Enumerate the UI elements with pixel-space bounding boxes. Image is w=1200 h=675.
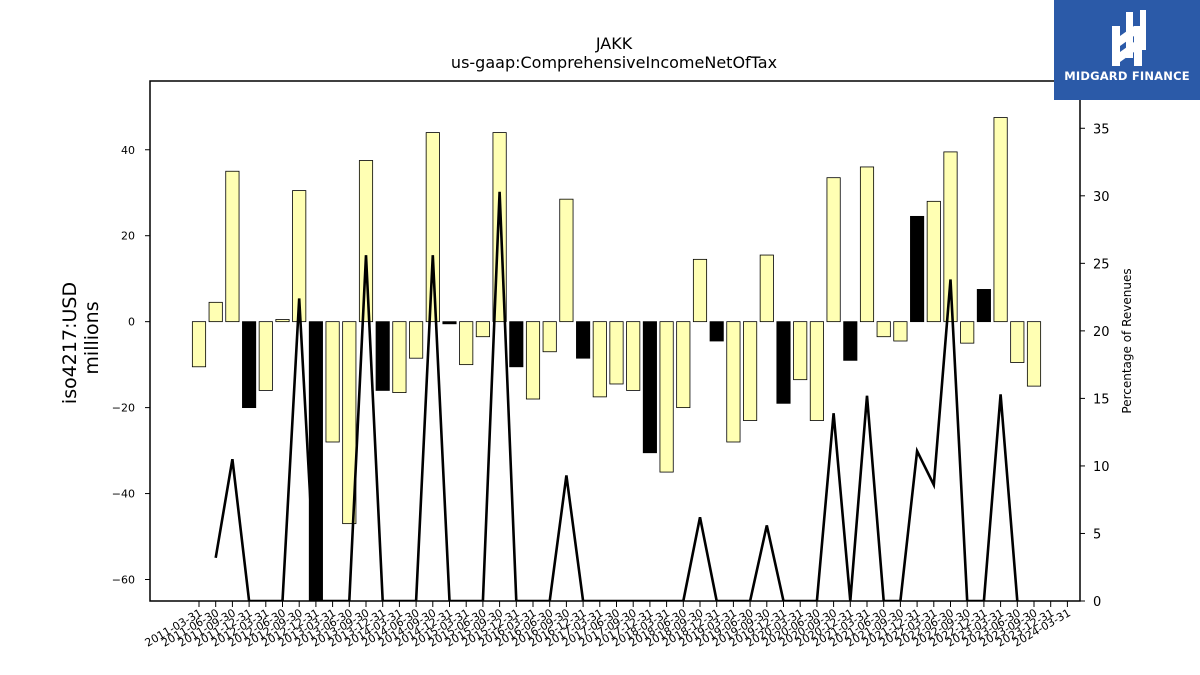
bar [793, 321, 808, 381]
bar [626, 321, 641, 391]
bar [726, 321, 741, 443]
bar [609, 321, 624, 385]
bar [425, 132, 440, 323]
y2-tick-label: 35 [1093, 122, 1110, 137]
chart-subtitle: us-gaap:ComprehensiveIncomeNetOfTax [451, 53, 777, 72]
brand-logo: MIDGARD FINANCE [1054, 0, 1200, 100]
bar [409, 321, 424, 359]
y2-tick-label: 5 [1093, 527, 1101, 542]
bar [325, 321, 340, 443]
bar [275, 319, 290, 323]
bar [525, 321, 541, 400]
bars-layer [191, 117, 1042, 601]
bar [642, 321, 657, 454]
bar [592, 321, 607, 398]
y2-tick-label: 10 [1093, 460, 1110, 475]
y-axis-ticks: −60 −40 −20 0 20 40 [112, 144, 150, 587]
bar [242, 321, 257, 409]
bar [1010, 321, 1025, 363]
bar [576, 321, 591, 359]
bar [759, 254, 774, 323]
bar [859, 166, 875, 323]
bar [358, 160, 374, 323]
bar [208, 301, 223, 323]
bar [442, 321, 457, 325]
midgard-logo-icon [1112, 10, 1146, 66]
y-tick-label: 0 [128, 316, 135, 329]
bar [1026, 321, 1042, 387]
bar [375, 321, 390, 391]
y-tick-label: 40 [121, 144, 135, 157]
logo-text: MIDGARD FINANCE [1064, 69, 1190, 83]
bar [926, 200, 941, 323]
x-axis-ticks: 2011-03-312011-06-302011-09-302011-12-31… [143, 601, 1073, 650]
bar [225, 170, 240, 323]
bar [826, 177, 841, 323]
bar [459, 321, 474, 366]
bar [392, 321, 407, 393]
bar [258, 321, 273, 391]
y-tick-label: −60 [112, 574, 135, 587]
y2-tick-label: 20 [1093, 325, 1110, 340]
bar [809, 321, 824, 421]
bar [692, 258, 708, 323]
y2-tick-label: 30 [1093, 190, 1110, 205]
y2-tick-label: 0 [1093, 595, 1101, 610]
y2-axis-label: Percentage of Revenues [1120, 268, 1134, 413]
bar [993, 117, 1008, 323]
bar [342, 321, 357, 525]
bar [191, 321, 207, 368]
bar [475, 321, 490, 338]
y-axis-label-line2: millions [81, 301, 103, 374]
bar [910, 215, 925, 323]
bar [943, 151, 958, 323]
y2-axis-ticks: 0 5 10 15 20 25 30 35 [1080, 122, 1110, 610]
y-tick-label: −40 [112, 488, 135, 501]
bar [509, 321, 524, 368]
bar [659, 321, 674, 473]
bar [960, 321, 975, 344]
bar [776, 321, 791, 404]
bar [709, 321, 724, 342]
bar [559, 198, 574, 323]
bar [676, 321, 691, 409]
bar [893, 321, 908, 342]
bar [876, 321, 891, 338]
chart-title: JAKK [595, 34, 633, 53]
bar [542, 321, 557, 353]
y2-tick-label: 15 [1093, 392, 1110, 407]
y2-tick-label: 25 [1093, 257, 1110, 272]
y-axis-label-line1: iso4217:USD [59, 282, 81, 404]
y-tick-label: −20 [112, 402, 135, 415]
y-tick-label: 20 [121, 230, 135, 243]
bar [843, 321, 858, 361]
bar [743, 321, 758, 421]
bar [976, 289, 991, 323]
bar [308, 321, 323, 601]
plot-frame [149, 80, 1081, 602]
